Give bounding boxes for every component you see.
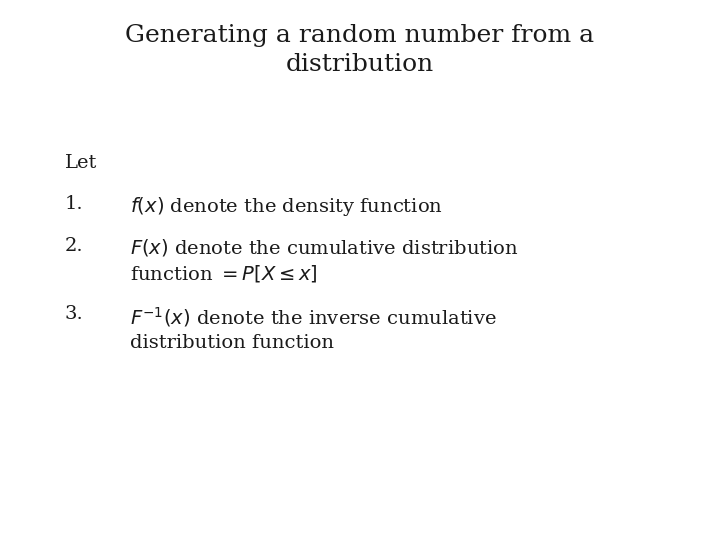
Text: 3.: 3. (65, 305, 84, 323)
Text: 1.: 1. (65, 195, 84, 213)
Text: Generating a random number from a
distribution: Generating a random number from a distri… (125, 24, 595, 76)
Text: $F^{-1}(x)$ denote the inverse cumulative
distribution function: $F^{-1}(x)$ denote the inverse cumulativ… (130, 305, 496, 352)
Text: Let: Let (65, 154, 97, 172)
Text: 2.: 2. (65, 237, 84, 254)
Text: $F(x)$ denote the cumulative distribution
function $= P[X \leq x]$: $F(x)$ denote the cumulative distributio… (130, 237, 518, 284)
Text: $f(x)$ denote the density function: $f(x)$ denote the density function (130, 195, 443, 219)
